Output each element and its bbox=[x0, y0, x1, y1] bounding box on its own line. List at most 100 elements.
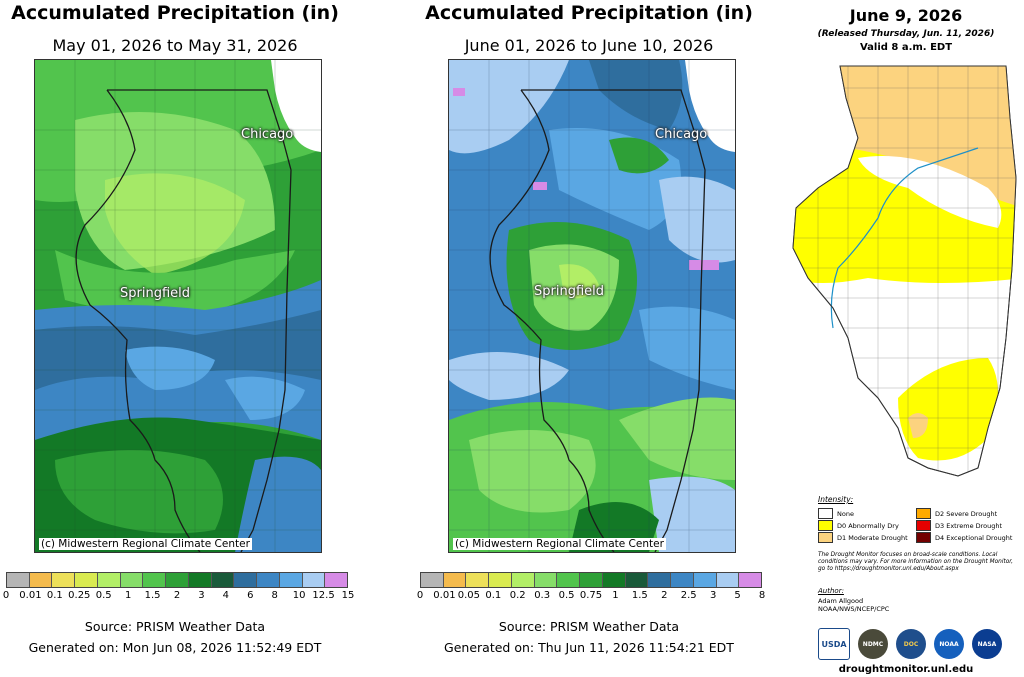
swatch bbox=[818, 508, 833, 519]
map-credit: (c) Midwestern Regional Climate Center bbox=[39, 538, 252, 550]
legend-tick-label: 1 bbox=[612, 590, 619, 601]
legend-swatch bbox=[120, 573, 144, 587]
legend-swatch bbox=[7, 573, 30, 587]
city-label-chicago: Chicago bbox=[241, 127, 294, 142]
legend-swatch bbox=[648, 573, 672, 587]
legend-swatch bbox=[534, 573, 558, 587]
legend-tick-label: 1 bbox=[124, 590, 132, 601]
legend-tick-label: 0.3 bbox=[534, 590, 551, 601]
legend-label: D3 Extreme Drought bbox=[935, 521, 1003, 530]
drought-map bbox=[792, 65, 1017, 477]
drought-title: June 9, 2026 bbox=[849, 6, 963, 25]
author-info: Adam Allgood NOAA/NWS/NCEP/CPC bbox=[818, 597, 889, 613]
drought-valid: Valid 8 a.m. EDT bbox=[859, 42, 953, 53]
legend-swatch bbox=[625, 573, 649, 587]
legend-swatch bbox=[421, 573, 444, 587]
legend-swatch bbox=[693, 573, 717, 587]
june-precip-panel: Accumulated Precipitation (in) June 01, … bbox=[414, 0, 765, 677]
swatch bbox=[818, 520, 833, 531]
legend-item-d3: D3 Extreme Drought bbox=[916, 520, 1002, 531]
legend-tick-label: 3 bbox=[709, 590, 717, 601]
legend-swatch bbox=[211, 573, 235, 587]
agency-logos: USDA NDMC DOC NOAA NASA bbox=[818, 628, 1002, 660]
drought-monitor-panel: June 9, 2026 (Released Thursday, Jun. 11… bbox=[788, 0, 1024, 677]
city-label-springfield: Springfield bbox=[120, 286, 191, 301]
legend-swatch bbox=[279, 573, 303, 587]
legend-label: D0 Abnormally Dry bbox=[837, 521, 899, 530]
legend-tick-label: 15 bbox=[341, 590, 355, 601]
legend-swatch bbox=[257, 573, 280, 587]
legend-tick-label: 0.5 bbox=[558, 590, 575, 601]
drought-site: droughtmonitor.unl.edu bbox=[838, 664, 974, 675]
june-precip-map: Chicago Springfield (c) Midwestern Regio… bbox=[448, 59, 736, 553]
legend-item-d2: D2 Severe Drought bbox=[916, 508, 997, 519]
city-label-chicago: Chicago bbox=[655, 127, 708, 142]
doc-seal-logo: DOC bbox=[896, 629, 926, 659]
legend-swatch bbox=[671, 573, 694, 587]
swatch bbox=[916, 520, 931, 531]
legend-tick-label: 0 bbox=[2, 590, 10, 601]
legend-tick-label: 1.5 bbox=[631, 590, 648, 601]
legend-tick-label: 0.25 bbox=[68, 590, 91, 601]
legend-label: D4 Exceptional Drought bbox=[935, 533, 1013, 542]
june-panel-title: Accumulated Precipitation (in) bbox=[425, 2, 753, 24]
june-legend: 0 0.01 0.05 0.1 0.2 0.3 0.5 0.75 1 1.5 2 2.5 3 5 8 bbox=[416, 572, 765, 602]
legend-swatch bbox=[466, 573, 490, 587]
june-legend-bar bbox=[420, 572, 762, 588]
legend-swatch bbox=[557, 573, 581, 587]
legend-item-d4: D4 Exceptional Drought bbox=[916, 532, 1012, 543]
legend-swatch bbox=[716, 573, 740, 587]
legend-tick-label: 0.01 bbox=[19, 590, 42, 601]
legend-swatch bbox=[580, 573, 603, 587]
legend-swatch bbox=[325, 573, 348, 587]
legend-item-none: None bbox=[818, 508, 854, 519]
legend-tick-label: 0.01 bbox=[433, 590, 456, 601]
legend-swatch bbox=[443, 573, 467, 587]
legend-tick-label: 6 bbox=[247, 590, 254, 601]
june-generated: Generated on: Thu Jun 11, 2026 11:54:21 … bbox=[444, 640, 734, 655]
may-source: Source: PRISM Weather Data bbox=[84, 619, 266, 634]
swatch bbox=[916, 508, 931, 519]
legend-item-d1: D1 Moderate Drought bbox=[818, 532, 908, 543]
may-generated: Generated on: Mon Jun 08, 2026 11:52:49 … bbox=[28, 640, 322, 655]
legend-swatch bbox=[602, 573, 626, 587]
legend-tick-label: 0.1 bbox=[46, 590, 63, 601]
legend-tick-label: 0.75 bbox=[579, 590, 603, 601]
legend-tick-label: 4 bbox=[222, 590, 230, 601]
legend-swatch bbox=[511, 573, 535, 587]
map-credit: (c) Midwestern Regional Climate Center bbox=[453, 538, 666, 550]
may-legend-bar bbox=[6, 572, 348, 588]
legend-swatch bbox=[52, 573, 76, 587]
legend-item-d0: D0 Abnormally Dry bbox=[818, 520, 899, 531]
legend-swatch bbox=[166, 573, 189, 587]
legend-tick-label: 8 bbox=[271, 590, 278, 601]
legend-tick-label: 0 bbox=[416, 590, 424, 601]
legend-label: None bbox=[837, 509, 854, 518]
legend-tick-label: 0.2 bbox=[509, 590, 526, 601]
legend-tick-label: 12.5 bbox=[312, 590, 335, 601]
may-panel-dates: May 01, 2026 to May 31, 2026 bbox=[52, 36, 298, 55]
ndmc-logo: NDMC bbox=[858, 629, 888, 659]
author-name: Adam Allgood bbox=[818, 597, 864, 605]
intensity-label: Intensity: bbox=[818, 495, 854, 504]
legend-swatch bbox=[739, 573, 762, 587]
legend-swatch bbox=[29, 573, 53, 587]
legend-tick-label: 1.5 bbox=[144, 590, 161, 601]
legend-tick-label: 2 bbox=[661, 590, 668, 601]
may-panel-title: Accumulated Precipitation (in) bbox=[11, 2, 339, 24]
usda-logo: USDA bbox=[818, 628, 850, 660]
swatch bbox=[916, 532, 931, 543]
legend-swatch bbox=[302, 573, 326, 587]
legend-label: D2 Severe Drought bbox=[935, 509, 998, 518]
legend-swatch bbox=[489, 573, 512, 587]
legend-tick-label: 2.5 bbox=[680, 590, 697, 601]
june-legend-ticks: 0 0.01 0.05 0.1 0.2 0.3 0.5 0.75 1 1.5 2 2.5 3 5 8 bbox=[416, 588, 765, 602]
may-precip-panel: Accumulated Precipitation (in) May 01, 2… bbox=[0, 0, 355, 677]
legend-label: D1 Moderate Drought bbox=[837, 533, 908, 542]
may-precip-map: Chicago Springfield (c) Midwestern Regio… bbox=[34, 59, 322, 553]
legend-tick-label: 0.5 bbox=[95, 590, 112, 601]
may-legend: 0 0.01 0.1 0.25 0.5 1 1.5 2 3 4 6 8 10 12.5 15 bbox=[2, 572, 354, 602]
june-source: Source: PRISM Weather Data bbox=[498, 619, 680, 634]
nasa-logo: NASA bbox=[972, 629, 1002, 659]
city-label-springfield: Springfield bbox=[534, 284, 605, 299]
